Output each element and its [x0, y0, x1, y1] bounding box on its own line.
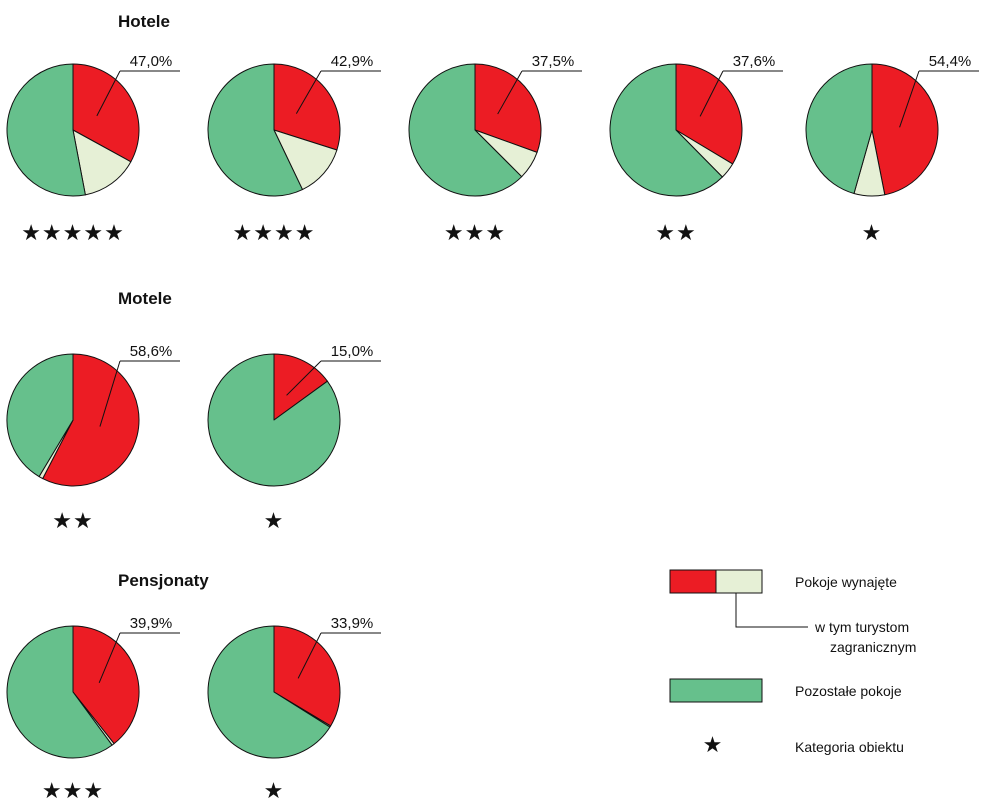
- pie-chart: 39,9% ★★★: [6, 615, 180, 800]
- legend: Pokoje wynajęte w tym turystom zagranicz…: [669, 569, 916, 757]
- legend-rented-swatch: [669, 569, 717, 594]
- other-slice: [408, 63, 523, 197]
- category-stars: ★★★: [444, 220, 506, 245]
- rented-slice: [273, 353, 328, 421]
- other-slice: [6, 625, 113, 759]
- pie-chart: 37,6% ★★: [609, 53, 783, 245]
- pie-chart: 33,9% ★: [207, 615, 381, 800]
- rented-percentage-label: 33,9%: [331, 615, 374, 632]
- pie-chart: 54,4% ★: [805, 53, 979, 245]
- category-stars: ★★★★★: [21, 220, 125, 245]
- legend-foreign-label-line2: zagranicznym: [830, 639, 916, 655]
- legend-rented-label: Pokoje wynajęte: [795, 574, 897, 590]
- group-pensjonaty: Pensjonaty 39,9% ★★★ 33,9% ★: [6, 571, 381, 800]
- rented-slice: [273, 625, 341, 727]
- rented-slice: [675, 63, 743, 165]
- rented-percentage-label: 15,0%: [331, 343, 374, 360]
- rented-percentage-label: 39,9%: [130, 615, 173, 632]
- category-stars: ★★: [655, 220, 696, 245]
- category-stars: ★★★: [42, 778, 104, 800]
- other-slice: [6, 63, 86, 197]
- pie-chart: 37,5% ★★★: [408, 53, 582, 245]
- group-motele: Motele 58,6% ★★ 15,0% ★: [6, 289, 381, 533]
- rented-percentage-label: 37,5%: [532, 53, 575, 70]
- rented-slice: [474, 63, 542, 153]
- other-slice: [207, 353, 341, 487]
- rented-percentage-label: 58,6%: [130, 343, 173, 360]
- category-stars: ★★: [52, 508, 93, 533]
- legend-star-icon: ★: [703, 732, 724, 757]
- label-leader-line: [297, 632, 322, 679]
- category-stars: ★★★★: [233, 220, 316, 245]
- legend-other-swatch: [669, 678, 763, 703]
- rented-percentage-label: 47,0%: [130, 53, 173, 70]
- category-stars: ★: [862, 220, 883, 245]
- category-stars: ★: [264, 778, 285, 800]
- group-hotele: Hotele47,0%★★★★★42,9%★★★★37,5%★★★37,6%★★…: [6, 12, 979, 245]
- group-title: Hotele: [118, 12, 170, 31]
- label-leader-line: [99, 360, 121, 427]
- label-leader-line: [295, 70, 322, 114]
- rented-percentage-label: 37,6%: [733, 53, 776, 70]
- category-stars: ★: [264, 508, 285, 533]
- other-slice: [207, 625, 331, 759]
- label-leader-line: [497, 70, 523, 115]
- other-slice: [6, 353, 74, 478]
- group-title: Pensjonaty: [118, 571, 209, 590]
- label-leader-line: [96, 70, 121, 117]
- label-leader-line: [899, 70, 920, 128]
- rented-slice: [72, 625, 140, 745]
- label-leader-line: [98, 632, 121, 684]
- rented-percentage-label: 54,4%: [929, 53, 972, 70]
- other-slice: [609, 63, 723, 197]
- other-slice: [207, 63, 303, 197]
- legend-foreign-label-line1: w tym turystom: [814, 619, 909, 635]
- legend-other-label: Pozostałe pokoje: [795, 683, 902, 699]
- pie-chart: 47,0% ★★★★★: [6, 53, 180, 245]
- group-title: Motele: [118, 289, 172, 308]
- label-leader-line: [699, 70, 724, 117]
- pie-chart: 42,9% ★★★★: [207, 53, 381, 245]
- label-leader-line: [286, 360, 322, 396]
- rented-slice: [42, 353, 140, 487]
- foreign-slice: [72, 129, 132, 196]
- legend-category-label: Kategoria obiektu: [795, 739, 904, 755]
- legend-foreign-connector: [735, 593, 808, 628]
- pie-chart: 58,6% ★★: [6, 343, 180, 533]
- other-slice: [805, 63, 873, 194]
- rented-slice: [72, 63, 140, 163]
- rented-slice: [273, 63, 341, 151]
- pie-chart: 15,0% ★: [207, 343, 381, 533]
- charts-layer: Hotele47,0%★★★★★42,9%★★★★37,5%★★★37,6%★★…: [6, 12, 979, 800]
- rented-percentage-label: 42,9%: [331, 53, 374, 70]
- legend-foreign-swatch: [715, 569, 763, 594]
- rented-slice: [871, 63, 939, 196]
